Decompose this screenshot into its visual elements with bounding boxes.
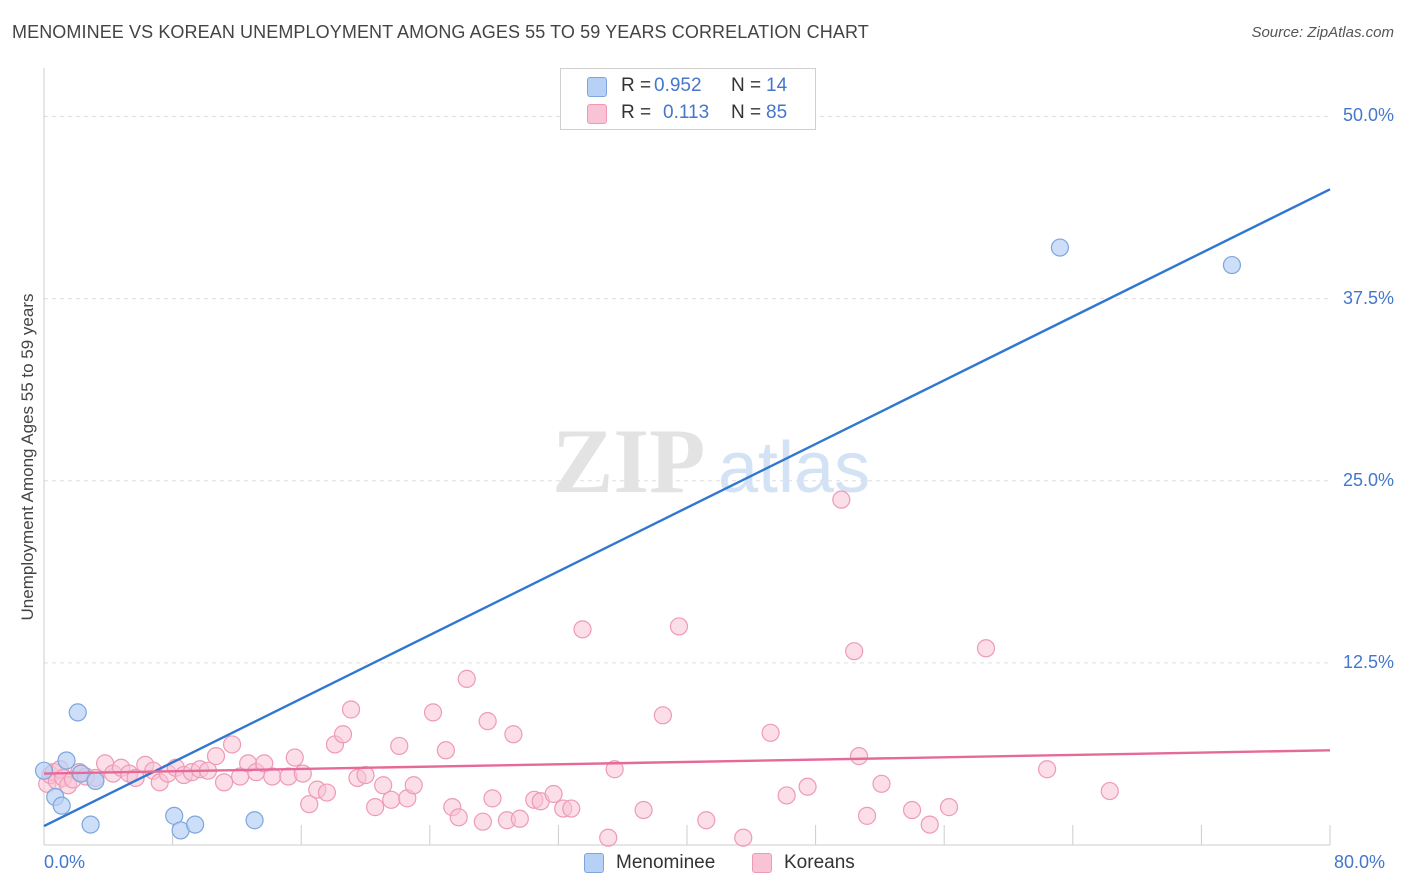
menominee-point <box>1050 238 1070 257</box>
koreans-point <box>222 735 242 754</box>
menominee-point <box>68 703 87 722</box>
series-legend: Menominee Koreans <box>0 850 1406 878</box>
watermark: ZIP atlas <box>552 410 870 512</box>
menominee-point <box>245 811 264 830</box>
axes-layer <box>43 68 1331 846</box>
koreans-point <box>976 639 996 658</box>
koreans-point <box>605 760 624 779</box>
koreans-point <box>483 789 502 808</box>
x-tick-max: 80.0% <box>1334 852 1386 872</box>
koreans-legend-swatch <box>752 853 772 873</box>
koreans-point <box>939 798 959 817</box>
r-label: R = <box>621 102 652 123</box>
menominee-point <box>186 815 205 834</box>
n-label: N = <box>731 75 762 96</box>
source-credit: Source: ZipAtlas.com <box>1251 24 1394 41</box>
koreans-point <box>356 765 375 785</box>
koreans-point <box>341 700 361 719</box>
menominee-point <box>34 761 54 780</box>
correlation-legend: R = 0.952 N = 14 R = 0.113 N = 85 <box>560 68 816 130</box>
trend-layer <box>43 188 1331 828</box>
koreans-point <box>777 786 796 805</box>
y-axis-label: Unemployment Among Ages 55 to 59 years <box>18 293 37 621</box>
koreans-point <box>214 773 234 792</box>
koreans-legend-label: Koreans <box>784 852 855 873</box>
koreans-point <box>573 620 592 639</box>
koreans-point <box>902 800 922 820</box>
r-label: R = <box>621 75 652 96</box>
koreans-r-value: 0.113 <box>663 102 710 123</box>
n-label: N = <box>731 102 762 123</box>
koreans-point <box>478 712 497 731</box>
menominee-legend-swatch <box>584 853 604 873</box>
koreans-point <box>206 747 226 766</box>
menominee-swatch <box>587 77 607 97</box>
menominee-point <box>81 815 100 834</box>
koreans-point <box>457 669 476 688</box>
koreans-point <box>734 828 753 847</box>
koreans-point <box>333 725 353 744</box>
menominee-point <box>1222 255 1242 275</box>
koreans-point <box>872 774 891 793</box>
koreans-point <box>510 809 529 828</box>
koreans-point <box>562 799 581 818</box>
koreans-point <box>423 703 443 722</box>
koreans-point <box>374 776 393 795</box>
koreans-point <box>832 490 851 509</box>
koreans-point <box>697 811 716 830</box>
legend-row-menominee: R = 0.952 N = 14 <box>561 73 815 101</box>
koreans-point <box>382 790 401 809</box>
menominee-legend-label: Menominee <box>616 852 716 873</box>
koreans-point <box>404 776 423 795</box>
y-tick-label: 37.5% <box>1342 287 1394 308</box>
koreans-point <box>849 747 869 766</box>
y-tick-label: 50.0% <box>1342 105 1394 126</box>
menominee-r-value: 0.952 <box>654 75 702 96</box>
menominee-n-value: 14 <box>766 75 788 96</box>
koreans-point <box>504 725 523 744</box>
koreans-trend-line <box>43 749 1331 775</box>
legend-row-koreans: R = 0.113 N = 85 <box>561 100 815 128</box>
menominee-point <box>57 751 76 770</box>
koreans-point <box>1100 781 1119 801</box>
koreans-point <box>285 748 304 767</box>
koreans-point <box>857 806 877 825</box>
x-tick-min: 0.0% <box>44 852 86 872</box>
koreans-point <box>920 815 939 834</box>
koreans-point <box>436 741 455 760</box>
koreans-swatch <box>587 104 607 124</box>
koreans-point <box>449 808 468 827</box>
y-tick-label: 25.0% <box>1342 469 1394 490</box>
koreans-point <box>653 706 672 725</box>
koreans-point <box>300 795 319 814</box>
koreans-point <box>669 617 689 636</box>
koreans-point <box>634 800 653 820</box>
points-layer <box>34 238 1242 847</box>
menominee-trend-line <box>43 188 1331 828</box>
watermark-zip: ZIP <box>552 410 705 512</box>
koreans-point <box>473 812 492 831</box>
grid-layer <box>44 115 1330 664</box>
koreans-point <box>255 754 274 773</box>
koreans-point <box>317 783 337 802</box>
koreans-point <box>845 642 864 661</box>
koreans-point <box>761 723 780 742</box>
koreans-point <box>1037 760 1057 779</box>
koreans-point <box>798 777 817 796</box>
koreans-point <box>544 784 563 804</box>
chart-title: MENOMINEE VS KOREAN UNEMPLOYMENT AMONG A… <box>12 22 869 42</box>
y-tick-label: 12.5% <box>1342 651 1394 672</box>
menominee-point <box>52 796 71 815</box>
menominee-point <box>86 771 105 790</box>
koreans-point <box>366 798 385 817</box>
koreans-n-value: 85 <box>766 102 788 123</box>
koreans-point <box>390 736 409 756</box>
koreans-point <box>599 828 618 847</box>
